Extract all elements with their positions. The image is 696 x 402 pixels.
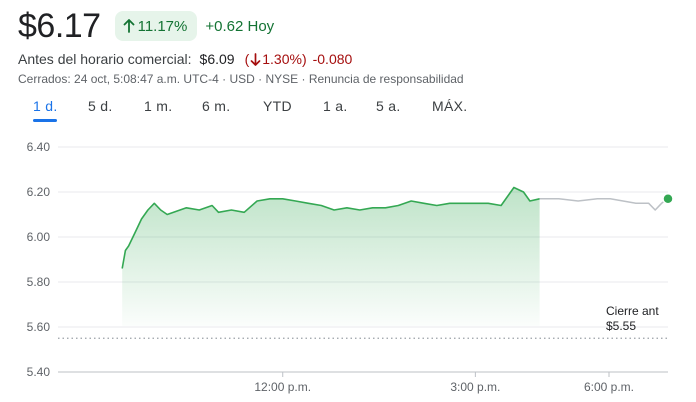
premarket-percent-value: 1.30%) <box>262 51 307 67</box>
arrow-down-icon <box>250 52 261 66</box>
time-range-tabs: 1 d. 5 d. 1 m. 6 m. YTD 1 a. 5 a. MÁX. <box>0 98 696 122</box>
price-area-fill <box>122 187 540 326</box>
premarket-absolute-change: -0.080 <box>312 51 353 67</box>
previous-close-value: $5.55 <box>606 319 637 333</box>
tab-1d[interactable]: 1 d. <box>33 98 58 114</box>
tab-max[interactable]: MÁX. <box>432 98 468 114</box>
disclaimer-link[interactable]: Renuncia de responsabilidad <box>308 72 464 86</box>
separator-dot: · <box>218 72 230 86</box>
market-status-line: Cerrados: 24 oct, 5:08:47 a.m. UTC-4 · U… <box>18 72 464 86</box>
absolute-change: +0.62 Hoy <box>205 17 275 35</box>
closed-timestamp: Cerrados: 24 oct, 5:08:47 a.m. UTC-4 <box>18 72 219 86</box>
previous-close-label: Cierre ant $5.55 <box>606 304 659 334</box>
arrow-up-icon <box>123 19 134 33</box>
separator-dot: · <box>254 72 266 86</box>
percent-change-value: 11.17% <box>137 17 188 35</box>
active-tab-indicator <box>33 119 57 122</box>
x-tick-label: 3:00 p.m. <box>450 380 500 394</box>
exchange-label: NYSE <box>265 72 299 86</box>
currency-label: USD <box>229 72 255 86</box>
y-tick-label: 5.40 <box>27 365 51 379</box>
y-tick-label: 6.00 <box>27 230 51 244</box>
premarket-open-paren: ( <box>244 51 250 67</box>
after-hours-line <box>539 198 669 211</box>
y-tick-label: 6.20 <box>27 185 51 199</box>
premarket-percent-change: ( 1.30%) <box>245 51 307 67</box>
price-line <box>121 186 540 269</box>
tab-ytd[interactable]: YTD <box>263 98 292 114</box>
quote-header: $6.17 11.17% +0.62 Hoy <box>18 6 274 46</box>
previous-close-title: Cierre ant <box>606 304 659 318</box>
x-tick-label: 6:00 p.m. <box>584 380 634 394</box>
y-tick-label: 5.60 <box>27 320 51 334</box>
percent-change-badge: 11.17% <box>114 11 198 41</box>
current-price: $6.17 <box>18 7 101 45</box>
separator-dot: · <box>298 72 309 86</box>
x-tick-label: 12:00 p.m. <box>254 380 311 394</box>
y-tick-label: 6.40 <box>27 140 51 154</box>
price-chart[interactable]: 6.40 6.20 6.00 5.80 5.60 5.40 12:00 p.m. 3:00 p… <box>0 138 696 400</box>
tab-1y[interactable]: 1 a. <box>323 98 348 114</box>
latest-price-dot <box>662 193 674 205</box>
tab-6m[interactable]: 6 m. <box>202 98 231 114</box>
premarket-price: $6.09 <box>199 51 235 67</box>
tab-5d[interactable]: 5 d. <box>88 98 113 114</box>
premarket-label: Antes del horario comercial: <box>18 51 192 67</box>
tab-5y[interactable]: 5 a. <box>376 98 401 114</box>
premarket-row: Antes del horario comercial: $6.09 ( 1.3… <box>18 51 352 67</box>
y-tick-label: 5.80 <box>27 275 51 289</box>
tab-1m[interactable]: 1 m. <box>144 98 173 114</box>
